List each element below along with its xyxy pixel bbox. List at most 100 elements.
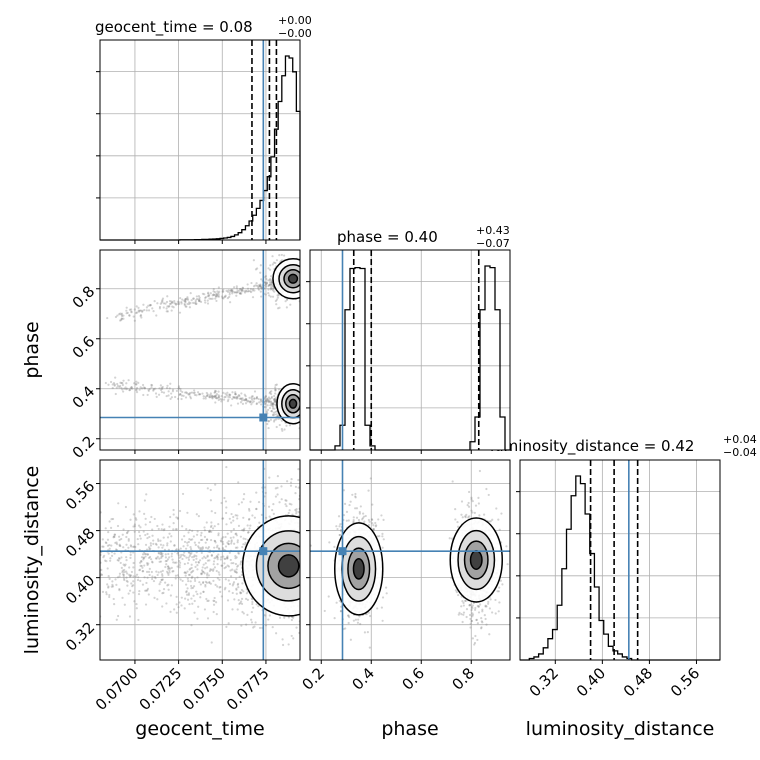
sample-point (157, 551, 160, 555)
sample-point (196, 568, 199, 571)
sample-point (290, 478, 293, 481)
sample-point (161, 385, 164, 389)
sample-point (199, 538, 203, 542)
sample-point (156, 302, 159, 305)
sample-point (176, 300, 179, 303)
sample-point (229, 575, 233, 578)
sample-point (118, 535, 121, 538)
sample-point (339, 523, 342, 526)
sample-point (242, 529, 245, 532)
sample-point (303, 281, 305, 283)
sample-point (159, 384, 162, 387)
sample-point (206, 599, 209, 603)
sample-point (302, 587, 304, 589)
sample-point (300, 278, 302, 280)
sample-point (474, 504, 478, 507)
sample-point (160, 390, 164, 394)
sample-point (273, 407, 276, 410)
sample-point (272, 402, 275, 405)
sample-point (288, 509, 291, 512)
sample-point (200, 531, 203, 534)
sample-point (242, 398, 246, 402)
sample-point (306, 419, 308, 421)
sample-point (144, 555, 147, 558)
sample-point (149, 544, 153, 547)
sample-point (258, 401, 261, 404)
sample-point (217, 398, 220, 402)
sample-point (339, 610, 343, 613)
sample-point (199, 583, 202, 586)
sample-point (166, 305, 169, 308)
sample-point (241, 545, 244, 549)
sample-point (235, 592, 238, 595)
sample-point (348, 616, 351, 619)
sample-point (211, 569, 215, 572)
sample-point (243, 399, 246, 402)
sample-point (303, 418, 305, 420)
sample-point (182, 394, 185, 397)
sample-point (457, 593, 460, 597)
sample-point (289, 303, 292, 306)
sample-point (338, 525, 341, 528)
sample-point (142, 530, 145, 533)
sample-point (143, 552, 146, 556)
sample-point (275, 418, 278, 421)
sample-point (255, 402, 258, 406)
sample-point (255, 397, 258, 400)
sample-point (232, 562, 235, 565)
sample-point (141, 583, 145, 586)
sample-point (190, 584, 193, 588)
sample-point (460, 500, 464, 503)
sample-point (194, 300, 197, 304)
sample-point (255, 507, 258, 511)
sample-point (158, 583, 161, 586)
sample-point (270, 392, 273, 396)
sample-point (213, 539, 216, 542)
sample-point (240, 397, 243, 400)
sample-point (274, 383, 277, 387)
sample-point (235, 577, 238, 580)
sample-point (272, 503, 275, 506)
sample-point (249, 400, 252, 403)
hist-panel-phase (306, 249, 511, 454)
sample-point (269, 391, 272, 394)
sample-point (168, 556, 171, 559)
sample-point (142, 558, 145, 561)
sample-point (333, 617, 336, 620)
sample-point (477, 502, 480, 505)
sample-point (173, 561, 176, 564)
sample-point (185, 583, 188, 586)
sample-point (140, 564, 143, 568)
sample-point (127, 538, 130, 541)
sample-point (160, 301, 163, 304)
sample-point (146, 553, 149, 556)
sample-point (255, 396, 258, 400)
sample-point (281, 643, 285, 647)
sample-point (455, 591, 459, 594)
sample-point (183, 597, 187, 600)
sample-point (222, 542, 225, 546)
sample-point (148, 387, 151, 391)
sample-point (276, 493, 279, 496)
sample-point (95, 550, 97, 552)
sample-point (208, 396, 211, 399)
sample-point (354, 507, 357, 510)
sample-point (206, 538, 209, 541)
sample-point (267, 400, 271, 403)
sample-point (213, 596, 216, 600)
sample-point (141, 566, 144, 569)
sample-point (199, 534, 203, 537)
sample-point (245, 290, 248, 293)
sample-point (141, 383, 145, 387)
sample-point (248, 401, 251, 404)
sample-point (180, 596, 183, 599)
sample-point (471, 607, 474, 610)
sample-point (121, 388, 124, 391)
sample-point (225, 465, 228, 469)
sample-point (369, 477, 372, 480)
sample-point (274, 487, 277, 490)
sample-point (138, 534, 142, 537)
sample-point (462, 611, 466, 614)
sample-point (338, 533, 341, 537)
sample-point (267, 618, 270, 621)
